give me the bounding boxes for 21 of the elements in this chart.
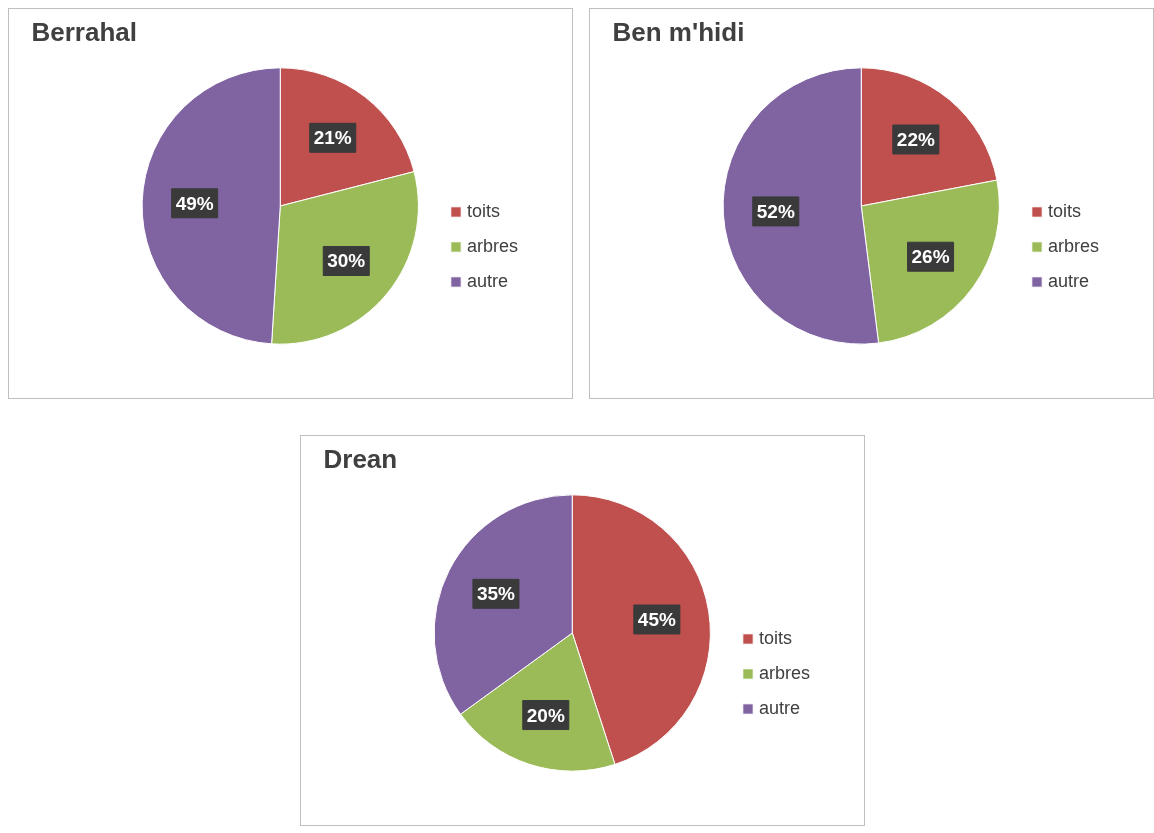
legend-label: arbres xyxy=(1048,236,1100,257)
data-label: 45% xyxy=(637,608,676,630)
legend-label: toits xyxy=(467,201,501,222)
legend-label: arbres xyxy=(759,663,811,684)
legend-label: toits xyxy=(759,628,793,649)
legend-label: toits xyxy=(1048,201,1082,222)
chart-title: Ben m'hidi xyxy=(612,16,745,47)
legend-label: arbres xyxy=(467,236,519,257)
chart-title: Berrahal xyxy=(31,16,137,47)
data-label: 49% xyxy=(175,192,214,214)
data-label: 22% xyxy=(896,129,935,150)
legend-label: autre xyxy=(467,271,509,292)
legend-label: autre xyxy=(759,698,801,719)
data-label: 26% xyxy=(911,246,950,268)
data-label: 52% xyxy=(756,200,795,222)
data-label: 30% xyxy=(327,250,366,272)
data-label: 20% xyxy=(526,704,565,726)
legend-label: autre xyxy=(1048,271,1090,292)
data-label: 35% xyxy=(476,583,516,605)
data-label: 21% xyxy=(313,127,352,149)
chart-title: Drean xyxy=(323,443,398,474)
